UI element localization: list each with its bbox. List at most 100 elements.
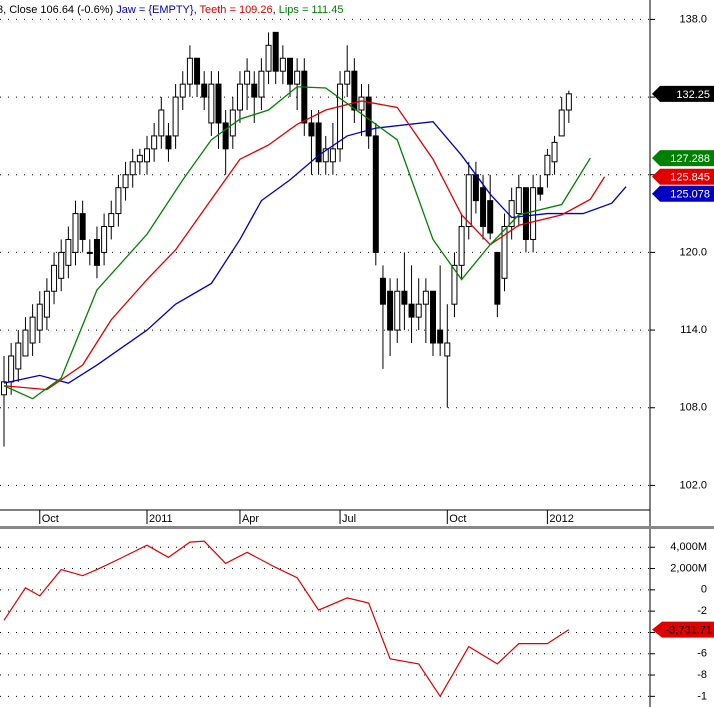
candle-body [215,83,222,124]
candle-body [72,213,79,253]
candle-body [329,148,336,163]
candle-body [322,148,329,163]
price-label: 125.078 [670,189,710,201]
candle-body [379,277,386,305]
candle-body [530,187,537,240]
candle-body [315,122,322,163]
candle-body [494,251,501,305]
y-tick-label: 114.0 [680,324,707,336]
candle-body [558,109,565,137]
header-part: , [194,4,200,16]
price-label: 125.845 [670,172,710,184]
x-tick-label: 2012 [549,513,573,525]
candle-body [480,187,487,228]
candle-body [86,251,93,254]
candle-body [301,70,308,124]
y-tick-label: -2 [697,605,707,617]
candle-body [236,83,243,111]
candle-body [501,226,508,279]
candle-body [29,316,36,344]
candle-body [222,122,229,150]
header-part: Jaw = {EMPTY} [116,4,194,16]
candle-body [487,200,494,234]
candle-body [287,57,294,85]
indicator-line [3,86,591,400]
indicator-line [3,100,606,391]
candle-body [472,174,479,202]
candle-body [551,141,558,163]
candle-body [444,342,451,357]
candle-body [508,200,515,228]
candle-body [244,70,251,85]
candle-body [65,238,72,266]
candle-body [358,96,365,111]
header-part: , [273,4,279,16]
y-tick-label: 108.0 [679,402,707,414]
x-tick-label: Oct [42,513,59,525]
candle-body [129,161,136,176]
indicator-line [3,120,627,384]
y-tick-label: 0 [701,584,707,596]
y-tick-label: 102.0 [679,479,707,491]
header-part: Lips = 111.45 [279,4,344,16]
candle-body [337,83,344,150]
axes: 138.0132.0126.0120.0114.0108.0102.0Oct20… [39,13,714,702]
candle-body [272,31,279,72]
candle-body [308,122,315,137]
header-part: 3, Close 106.64 (-0.6%) [0,4,116,16]
candle-body [122,174,129,189]
candle-body [158,109,165,137]
y-tick-label: -8 [697,669,707,681]
price-label-box [652,85,714,102]
candle-body [394,290,401,331]
candle-body [458,226,465,266]
y-tick-label: 138.0 [679,13,707,25]
candle-body [179,83,186,98]
candle-body [79,213,86,240]
header: 3, Close 106.64 (-0.6%) Jaw = {EMPTY}, T… [0,4,343,16]
candle-body [294,70,301,85]
candle-body [58,251,65,279]
candle-body [401,290,408,305]
candle-body [465,174,472,228]
x-tick-label: Jul [342,513,356,525]
candle-body [451,264,458,305]
candle-body [422,290,429,305]
candle-body [251,83,258,98]
candle-body [136,154,143,163]
candle-body [344,70,351,85]
candle-body [8,355,15,383]
y-tick-label: 2,000M [670,562,707,574]
header-part: Teeth = 109.26 [200,4,273,16]
candle-body [115,187,122,215]
candle-body [265,44,272,72]
candle-body [537,187,544,195]
candle-body [43,290,50,318]
candle-body [258,70,265,98]
y-tick-label: 4,000M [670,541,707,553]
candle-body [144,148,151,163]
candle-body [408,303,415,318]
candle-body [165,135,172,150]
x-tick-label: 2011 [149,513,173,525]
candle-body [51,264,58,292]
candle-body [1,381,8,396]
y-tick-label: 120.0 [679,246,707,258]
candle-body [429,290,436,344]
candle-body [172,96,179,137]
panel-separator [0,526,714,529]
candle-body [151,135,158,150]
price-label-box [652,185,714,202]
candle-body [208,83,215,124]
lower-plot [0,540,650,698]
candle-body [186,57,193,85]
candle-body [351,70,358,111]
main-plot [0,18,650,486]
candle-body [93,238,100,266]
candle-body [279,57,286,72]
candle-body [15,342,22,370]
y-tick-label: -1 [697,690,707,702]
x-tick-label: Apr [242,513,259,525]
